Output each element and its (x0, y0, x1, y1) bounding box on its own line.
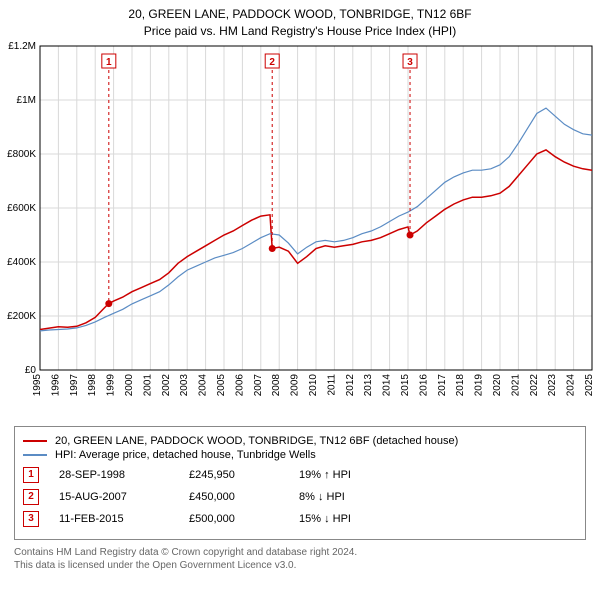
sale-price: £245,950 (189, 469, 279, 481)
x-tick-label: 2005 (216, 373, 227, 396)
legend-row: HPI: Average price, detached house, Tunb… (23, 449, 577, 461)
x-tick-label: 2000 (124, 373, 135, 396)
sale-marker-box: 2 (23, 489, 39, 505)
sale-price: £450,000 (189, 491, 279, 503)
x-tick-label: 2006 (234, 373, 245, 396)
x-tick-label: 2018 (455, 373, 466, 396)
x-tick-label: 2001 (142, 373, 153, 396)
chart-area: £0£200K£400K£600K£800K£1M£1.2M1995199619… (0, 40, 600, 420)
x-tick-label: 2008 (271, 373, 282, 396)
marker-num: 1 (106, 57, 112, 68)
x-tick-label: 2022 (529, 373, 540, 396)
chart-svg: £0£200K£400K£600K£800K£1M£1.2M1995199619… (0, 40, 600, 420)
x-tick-label: 2012 (345, 373, 356, 396)
sale-date: 15-AUG-2007 (59, 491, 169, 503)
x-tick-label: 2021 (510, 373, 521, 396)
sale-date: 28-SEP-1998 (59, 469, 169, 481)
x-tick-label: 1996 (50, 373, 61, 396)
x-tick-label: 2010 (308, 373, 319, 396)
sale-price: £500,000 (189, 513, 279, 525)
license-text: Contains HM Land Registry data © Crown c… (14, 546, 586, 572)
x-tick-label: 2025 (584, 373, 595, 396)
x-tick-label: 2007 (253, 373, 264, 396)
legend-swatch (23, 454, 47, 456)
sale-hpi: 15% ↓ HPI (299, 513, 419, 525)
sale-hpi: 19% ↑ HPI (299, 469, 419, 481)
x-tick-label: 2015 (400, 373, 411, 396)
legend-label: 20, GREEN LANE, PADDOCK WOOD, TONBRIDGE,… (55, 435, 458, 447)
title-block: 20, GREEN LANE, PADDOCK WOOD, TONBRIDGE,… (0, 0, 600, 40)
x-tick-label: 2017 (437, 373, 448, 396)
legend-row: 20, GREEN LANE, PADDOCK WOOD, TONBRIDGE,… (23, 435, 577, 447)
sale-hpi: 8% ↓ HPI (299, 491, 419, 503)
sale-row: 2 15-AUG-2007 £450,000 8% ↓ HPI (23, 489, 577, 505)
sale-row: 3 11-FEB-2015 £500,000 15% ↓ HPI (23, 511, 577, 527)
x-tick-label: 2013 (363, 373, 374, 396)
marker-num: 2 (269, 57, 275, 68)
x-tick-label: 1999 (106, 373, 117, 396)
title-line1: 20, GREEN LANE, PADDOCK WOOD, TONBRIDGE,… (0, 6, 600, 23)
x-tick-label: 2019 (474, 373, 485, 396)
sale-marker-box: 1 (23, 467, 39, 483)
marker-num: 3 (407, 57, 413, 68)
x-tick-label: 2009 (290, 373, 301, 396)
y-tick-label: £600K (7, 203, 36, 214)
x-tick-label: 1997 (69, 373, 80, 396)
sale-date: 11-FEB-2015 (59, 513, 169, 525)
y-tick-label: £400K (7, 257, 36, 268)
legend-swatch (23, 440, 47, 442)
legend-box: 20, GREEN LANE, PADDOCK WOOD, TONBRIDGE,… (14, 426, 586, 540)
x-tick-label: 2004 (198, 373, 209, 396)
x-tick-label: 2002 (161, 373, 172, 396)
x-tick-label: 2011 (326, 373, 337, 395)
x-tick-label: 2016 (418, 373, 429, 396)
x-tick-label: 1995 (32, 373, 43, 396)
title-line2: Price paid vs. HM Land Registry's House … (0, 23, 600, 40)
sale-marker-box: 3 (23, 511, 39, 527)
x-tick-label: 2023 (547, 373, 558, 396)
marker-dot (105, 300, 112, 307)
license-line2: This data is licensed under the Open Gov… (14, 559, 586, 572)
x-tick-label: 1998 (87, 373, 98, 396)
y-tick-label: £1.2M (8, 41, 36, 52)
figure-container: 20, GREEN LANE, PADDOCK WOOD, TONBRIDGE,… (0, 0, 600, 572)
license-line1: Contains HM Land Registry data © Crown c… (14, 546, 586, 559)
x-tick-label: 2020 (492, 373, 503, 396)
x-tick-label: 2003 (179, 373, 190, 396)
y-tick-label: £800K (7, 149, 36, 160)
legend-label: HPI: Average price, detached house, Tunb… (55, 449, 316, 461)
sale-row: 1 28-SEP-1998 £245,950 19% ↑ HPI (23, 467, 577, 483)
marker-dot (269, 245, 276, 252)
marker-dot (407, 231, 414, 238)
y-tick-label: £200K (7, 311, 36, 322)
x-tick-label: 2024 (566, 373, 577, 396)
x-tick-label: 2014 (382, 373, 393, 396)
y-tick-label: £1M (17, 95, 36, 106)
